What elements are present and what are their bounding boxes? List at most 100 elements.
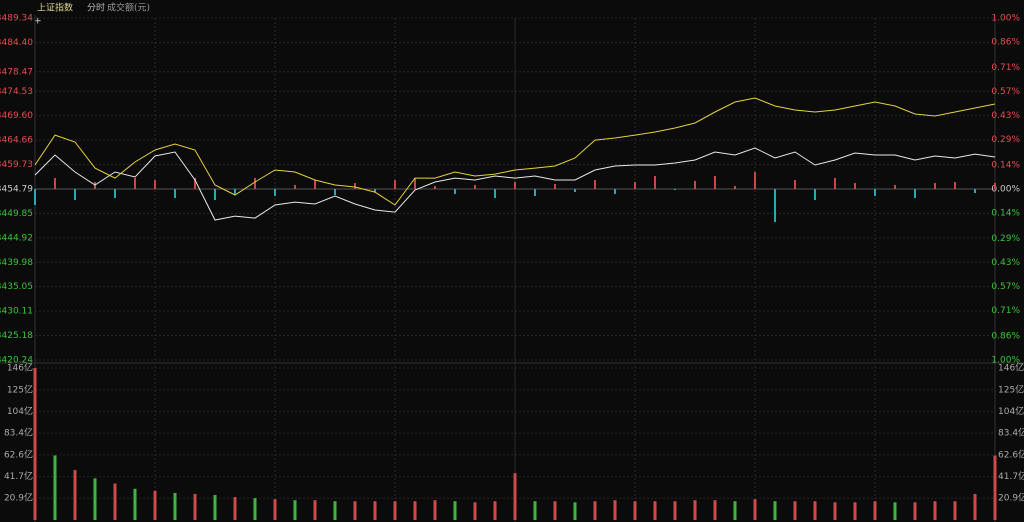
volume-bar <box>613 500 617 520</box>
volume-bar <box>813 501 817 520</box>
breadth-bar <box>134 178 136 189</box>
y-tick-label-right: 104亿 <box>998 405 1024 417</box>
volume-bar <box>353 501 357 520</box>
y2-tick-label: 0.86% <box>991 37 1020 47</box>
breadth-bar <box>714 175 716 189</box>
y-tick-label-right: 20.9亿 <box>998 492 1024 504</box>
volume-bar <box>913 502 917 520</box>
volume-bar <box>293 500 297 520</box>
breadth-bar <box>194 178 196 189</box>
volume-bar <box>313 500 317 520</box>
y-tick-label: 3484.40 <box>0 38 33 48</box>
y-tick-label: 3439.98 <box>0 258 33 268</box>
volume-bar <box>433 500 437 520</box>
y-tick-label: 104亿 <box>7 405 33 417</box>
volume-bar <box>273 499 277 520</box>
breadth-bar <box>234 189 236 195</box>
price-line <box>34 147 996 221</box>
y-tick-label: 125亿 <box>7 383 33 395</box>
volume-bar <box>693 500 697 520</box>
y2-tick-label: 0.43% <box>991 258 1020 268</box>
y2-tick-label: 0.29% <box>991 135 1020 145</box>
breadth-bar <box>34 189 36 205</box>
volume-bar <box>513 473 517 520</box>
breadth-bar <box>454 189 456 194</box>
breadth-bar <box>554 184 556 189</box>
volume-bar <box>873 501 877 520</box>
breadth-bar <box>494 189 496 199</box>
volume-bar <box>393 501 397 520</box>
breadth-bar <box>274 189 276 196</box>
breadth-bar <box>434 185 436 189</box>
volume-bar <box>213 495 217 520</box>
volume-bar <box>893 502 897 520</box>
breadth-bar <box>474 184 476 189</box>
breadth-bar <box>334 189 336 195</box>
mode-label[interactable]: 分时 <box>87 2 105 14</box>
breadth-bar <box>694 180 696 189</box>
volume-bar <box>973 493 977 520</box>
volume-bar <box>333 501 337 520</box>
breadth-bar <box>114 189 116 199</box>
breadth-bar <box>594 179 596 189</box>
y2-tick-label: 0.29% <box>991 234 1020 244</box>
volume-bar <box>953 501 957 520</box>
breadth-bar <box>914 189 916 199</box>
volume-title: 成交额(元) <box>107 2 150 14</box>
y2-tick-label: 0.14% <box>991 161 1020 171</box>
volume-bar <box>33 368 37 520</box>
volume-bar <box>553 501 557 520</box>
y2-tick-label: 0.14% <box>991 208 1020 218</box>
volume-bar <box>73 470 77 520</box>
y-tick-label: 3478.47 <box>0 67 33 77</box>
breadth-bar <box>774 189 776 223</box>
y-tick-label: 3489.34 <box>0 14 33 24</box>
breadth-bar <box>834 178 836 189</box>
volume-bar <box>233 497 237 520</box>
breadth-bar <box>394 179 396 189</box>
y-tick-label: 62.6亿 <box>4 448 33 460</box>
breadth-bar <box>874 189 876 196</box>
volume-bar <box>453 501 457 520</box>
volume-bar <box>673 501 677 520</box>
volume-bar <box>373 501 377 520</box>
volume-bar <box>733 501 737 520</box>
breadth-bar <box>254 178 256 189</box>
volume-bar <box>993 455 997 520</box>
y-tick-label: 83.4亿 <box>4 427 33 439</box>
volume-bar <box>833 502 837 520</box>
volume-bar <box>93 478 97 520</box>
volume-bar <box>933 501 937 520</box>
volume-bar <box>253 498 257 520</box>
breadth-bar <box>994 183 996 189</box>
y2-tick-label: 0.00% <box>991 185 1020 195</box>
breadth-bar <box>674 189 676 190</box>
y-tick-label-right: 125亿 <box>998 383 1024 395</box>
volume-bar <box>753 499 757 520</box>
y-tick-label: 3464.66 <box>0 136 33 146</box>
breadth-bar <box>954 182 956 189</box>
volume-bar <box>633 501 637 520</box>
y-tick-label-right: 146亿 <box>998 362 1024 374</box>
chart-title: 上证指数 <box>37 2 73 14</box>
breadth-bar <box>414 178 416 189</box>
volume-bar <box>133 488 137 520</box>
price-line <box>34 97 996 206</box>
y-tick-label: 3474.53 <box>0 87 33 97</box>
volume-bar <box>173 492 177 520</box>
breadth-bar <box>374 189 376 193</box>
volume-bar <box>773 501 777 520</box>
breadth-bar <box>294 184 296 189</box>
y2-tick-label: 0.57% <box>991 87 1020 97</box>
breadth-bar <box>934 183 936 189</box>
volume-bar <box>193 493 197 520</box>
volume-bar <box>113 483 117 520</box>
crosshair-icon[interactable]: + <box>34 17 42 27</box>
y2-tick-label: 0.71% <box>991 306 1020 316</box>
y-tick-label-right: 41.7亿 <box>998 470 1024 482</box>
breadth-bar <box>174 189 176 199</box>
